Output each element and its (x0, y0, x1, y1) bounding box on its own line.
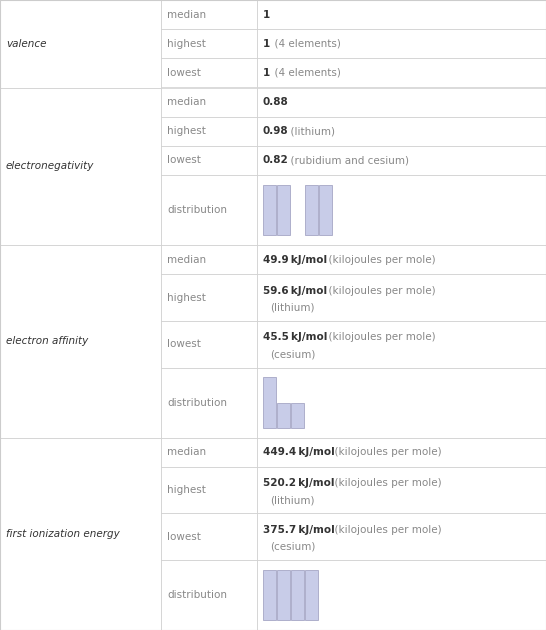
Text: 0.82: 0.82 (263, 156, 288, 166)
Bar (263, 570, 276, 620)
Bar (257, 560, 546, 630)
Text: (kilojoules per mole): (kilojoules per mole) (322, 332, 436, 342)
Bar (257, 117, 546, 146)
Text: valence: valence (6, 39, 46, 49)
Text: (cesium): (cesium) (271, 350, 316, 360)
Bar (161, 59, 257, 88)
Text: lowest: lowest (167, 339, 201, 349)
Bar (161, 29, 257, 59)
Bar (0, 245, 161, 437)
Text: (kilojoules per mole): (kilojoules per mole) (322, 255, 436, 265)
Text: electronegativity: electronegativity (6, 161, 94, 171)
Text: (rubidium and cesium): (rubidium and cesium) (284, 156, 410, 166)
Text: distribution: distribution (167, 590, 227, 600)
Text: median: median (167, 9, 206, 20)
Text: 1: 1 (263, 9, 270, 20)
Text: lowest: lowest (167, 68, 201, 78)
Bar (319, 185, 331, 235)
Text: lowest: lowest (167, 532, 201, 542)
Text: 45.5 kJ/mol: 45.5 kJ/mol (263, 332, 327, 342)
Text: highest: highest (167, 39, 206, 49)
Bar (161, 245, 257, 274)
Bar (161, 367, 257, 437)
Bar (277, 403, 289, 428)
Bar (257, 29, 546, 59)
Bar (161, 175, 257, 245)
Bar (257, 321, 546, 367)
Bar (257, 437, 546, 467)
Text: 449.4 kJ/mol: 449.4 kJ/mol (263, 447, 334, 457)
Text: 59.6 kJ/mol: 59.6 kJ/mol (263, 285, 327, 295)
Bar (277, 185, 289, 235)
Bar (257, 175, 546, 245)
Bar (257, 467, 546, 513)
Text: 0.88: 0.88 (263, 97, 288, 107)
Text: (4 elements): (4 elements) (268, 68, 341, 78)
Bar (257, 59, 546, 88)
Text: distribution: distribution (167, 398, 227, 408)
Bar (305, 185, 318, 235)
Text: (lithium): (lithium) (271, 303, 315, 312)
Bar (161, 437, 257, 467)
Text: median: median (167, 447, 206, 457)
Text: highest: highest (167, 126, 206, 136)
Text: (kilojoules per mole): (kilojoules per mole) (328, 447, 441, 457)
Bar (290, 403, 304, 428)
Bar (263, 185, 276, 235)
Bar (263, 377, 276, 428)
Text: first ionization energy: first ionization energy (6, 529, 120, 539)
Text: 49.9 kJ/mol: 49.9 kJ/mol (263, 255, 327, 265)
Bar (305, 570, 318, 620)
Text: (lithium): (lithium) (284, 126, 335, 136)
Bar (0, 88, 161, 245)
Bar (161, 321, 257, 367)
Text: (cesium): (cesium) (271, 542, 316, 552)
Bar (161, 513, 257, 560)
Bar (0, 437, 161, 630)
Text: (kilojoules per mole): (kilojoules per mole) (322, 285, 436, 295)
Bar (257, 274, 546, 321)
Bar (257, 88, 546, 117)
Text: lowest: lowest (167, 156, 201, 166)
Bar (161, 467, 257, 513)
Text: highest: highest (167, 485, 206, 495)
Text: (kilojoules per mole): (kilojoules per mole) (328, 525, 441, 535)
Bar (161, 274, 257, 321)
Text: 375.7 kJ/mol: 375.7 kJ/mol (263, 525, 334, 535)
Text: (4 elements): (4 elements) (268, 39, 341, 49)
Text: distribution: distribution (167, 205, 227, 215)
Bar (161, 0, 257, 29)
Bar (290, 570, 304, 620)
Bar (161, 117, 257, 146)
Text: median: median (167, 255, 206, 265)
Text: electron affinity: electron affinity (6, 336, 88, 346)
Text: (lithium): (lithium) (271, 495, 315, 505)
Bar (161, 88, 257, 117)
Text: 1: 1 (263, 68, 270, 78)
Bar (0, 0, 161, 88)
Bar (161, 560, 257, 630)
Bar (257, 146, 546, 175)
Bar (161, 146, 257, 175)
Bar (257, 513, 546, 560)
Text: median: median (167, 97, 206, 107)
Bar (257, 367, 546, 437)
Bar (257, 245, 546, 274)
Text: (kilojoules per mole): (kilojoules per mole) (328, 478, 441, 488)
Text: 0.98: 0.98 (263, 126, 288, 136)
Bar (257, 0, 546, 29)
Text: 1: 1 (263, 39, 270, 49)
Text: highest: highest (167, 292, 206, 302)
Bar (277, 570, 289, 620)
Text: 520.2 kJ/mol: 520.2 kJ/mol (263, 478, 334, 488)
